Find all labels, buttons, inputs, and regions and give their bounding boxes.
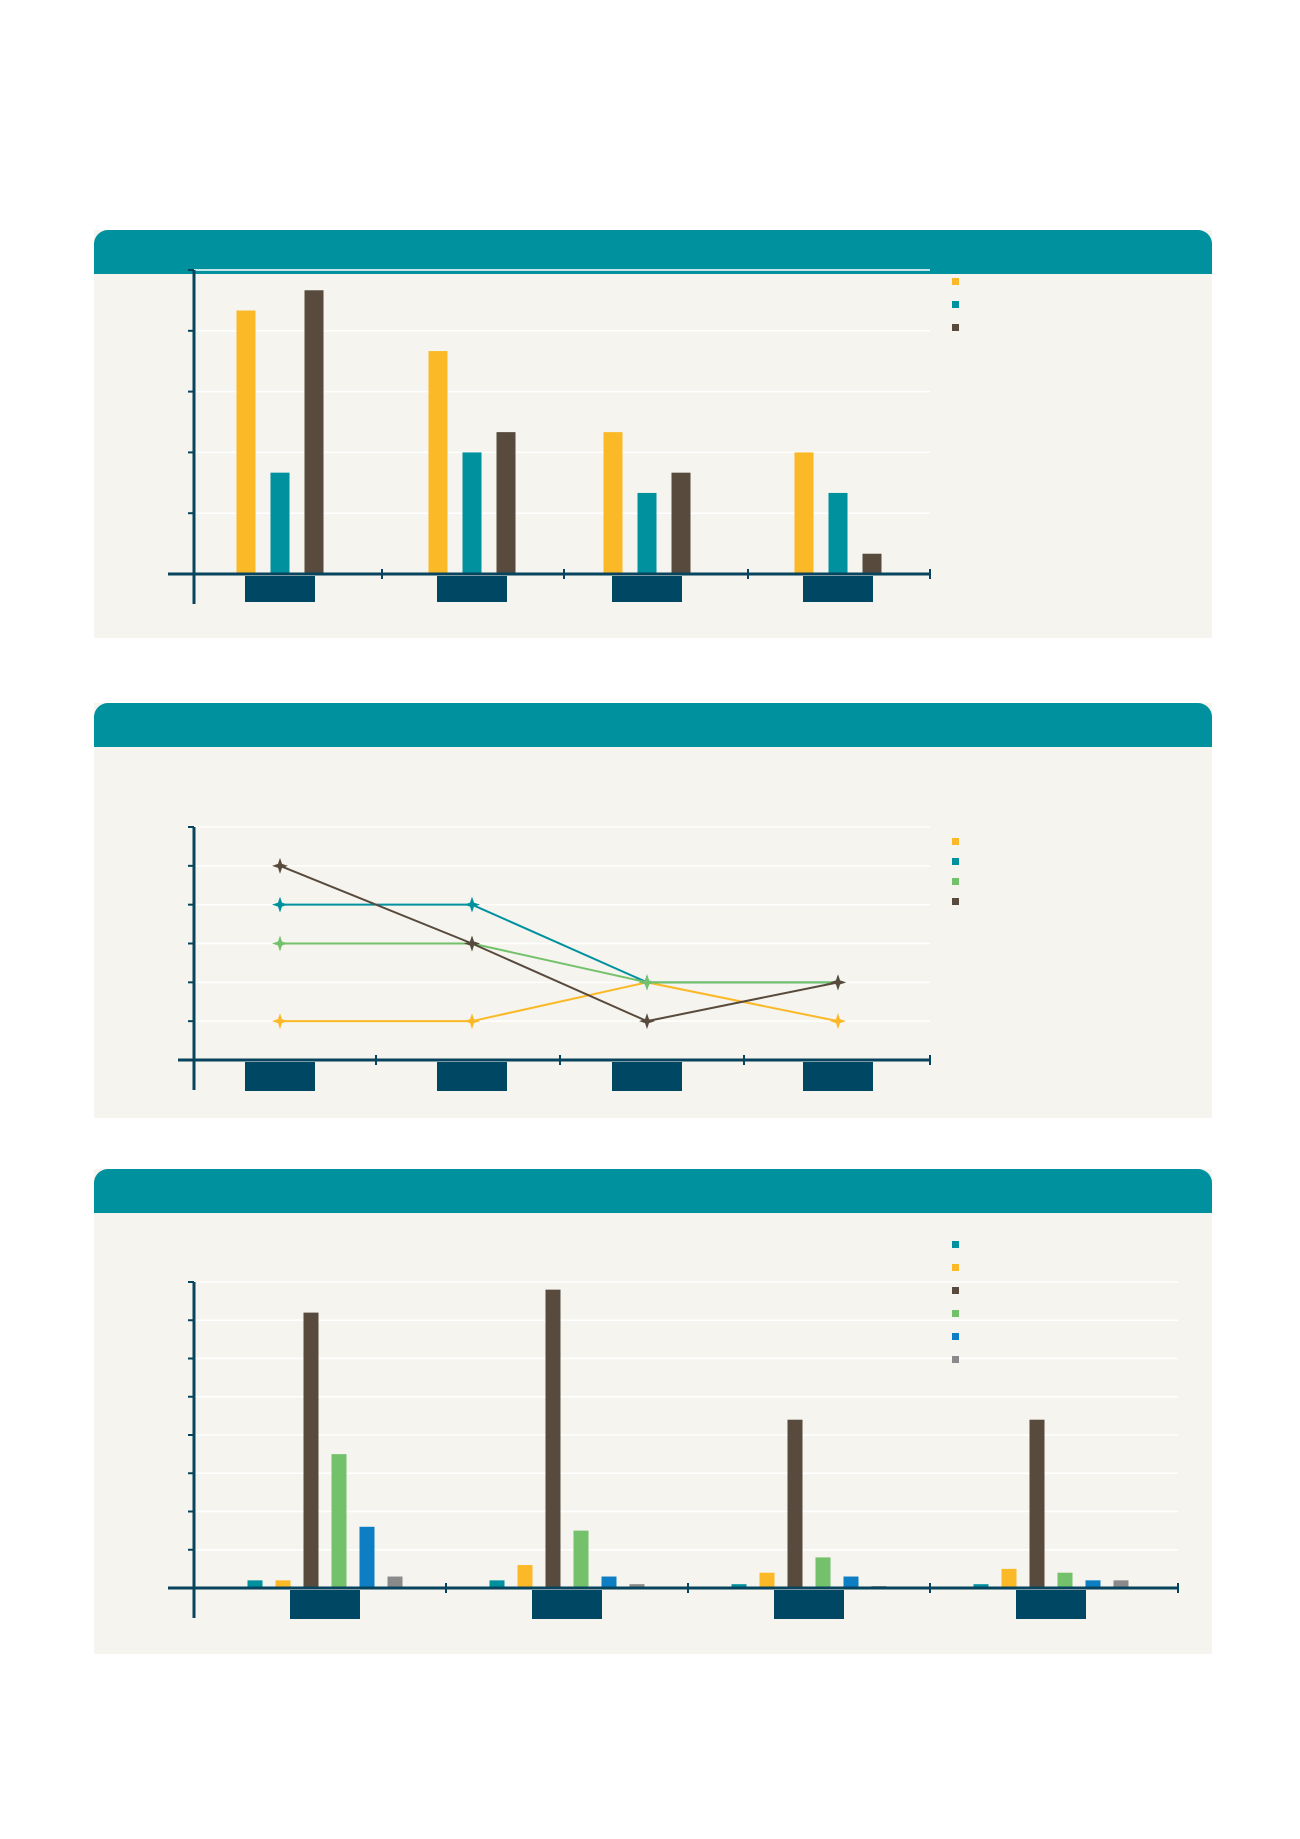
- bar: [573, 1530, 589, 1587]
- legend-swatch: [952, 898, 959, 905]
- bar: [787, 1419, 803, 1587]
- data-point: [464, 1013, 480, 1030]
- legend-swatch: [952, 1310, 959, 1317]
- data-point: [272, 857, 288, 874]
- series-line: [279, 864, 839, 1023]
- data-point: [464, 896, 480, 913]
- bar: [428, 351, 448, 573]
- bar: [671, 472, 691, 573]
- bar: [331, 1454, 347, 1587]
- bar: [236, 310, 256, 573]
- bar: [304, 290, 324, 573]
- bar: [247, 1580, 263, 1587]
- bar: [794, 452, 814, 573]
- category-label-box: [774, 1590, 844, 1619]
- chart-2: [178, 826, 959, 1091]
- category-label-box: [532, 1590, 602, 1619]
- series-line: [280, 981, 839, 1023]
- category-label-box: [803, 1062, 873, 1091]
- bar: [303, 1312, 319, 1587]
- chart-panel-2-header: [94, 703, 1212, 747]
- bar: [387, 1576, 403, 1587]
- category-label-box: [437, 1062, 507, 1091]
- bar: [275, 1580, 291, 1587]
- category-label-box: [612, 576, 682, 602]
- bar: [270, 472, 290, 573]
- data-point: [830, 1013, 846, 1030]
- bar: [462, 452, 482, 573]
- bar: [637, 492, 657, 573]
- bar: [603, 432, 623, 573]
- data-point: [272, 935, 288, 952]
- category-label-box: [290, 1590, 360, 1619]
- legend-swatch: [952, 1356, 959, 1363]
- bar: [489, 1580, 505, 1587]
- legend-swatch: [952, 1264, 959, 1271]
- chart-panel-3: [94, 1169, 1212, 1654]
- category-label-box: [612, 1062, 682, 1091]
- chart-1: [168, 269, 959, 604]
- category-label-box: [803, 576, 873, 602]
- category-label-box: [437, 576, 507, 602]
- chart-panel-2: [94, 703, 1212, 1118]
- bar: [1057, 1572, 1073, 1587]
- bar: [496, 432, 516, 573]
- data-point: [830, 974, 846, 991]
- bar: [545, 1289, 561, 1587]
- legend-swatch: [952, 838, 959, 845]
- bar: [1085, 1580, 1101, 1587]
- legend-swatch: [952, 278, 959, 285]
- legend-swatch: [952, 1241, 959, 1248]
- legend-swatch: [952, 301, 959, 308]
- bar: [517, 1565, 533, 1587]
- data-point: [272, 1013, 288, 1030]
- bar: [862, 553, 882, 573]
- data-point: [464, 935, 480, 952]
- bar: [815, 1557, 831, 1587]
- chart-panel-1: [94, 230, 1212, 638]
- bar: [629, 1584, 645, 1587]
- bar: [843, 1576, 859, 1587]
- legend-swatch: [952, 878, 959, 885]
- data-point: [639, 974, 655, 991]
- bar: [828, 492, 848, 573]
- chart-3: [168, 1241, 1179, 1619]
- bar: [601, 1576, 617, 1587]
- bar: [1001, 1568, 1017, 1587]
- legend-swatch: [952, 324, 959, 331]
- category-label-box: [1016, 1590, 1086, 1619]
- chart-panel-1-header: [94, 230, 1212, 274]
- bar: [759, 1572, 775, 1587]
- bar: [1113, 1580, 1129, 1587]
- data-point: [272, 896, 288, 913]
- bar: [731, 1584, 747, 1587]
- bar: [359, 1526, 375, 1587]
- legend-swatch: [952, 1287, 959, 1294]
- category-label-box: [245, 1062, 315, 1091]
- chart-panel-3-header: [94, 1169, 1212, 1213]
- data-point: [639, 1013, 655, 1030]
- series-line: [280, 942, 838, 984]
- category-label-box: [245, 576, 315, 602]
- bar: [1029, 1419, 1045, 1587]
- bar: [973, 1584, 989, 1587]
- legend-swatch: [952, 858, 959, 865]
- legend-swatch: [952, 1333, 959, 1340]
